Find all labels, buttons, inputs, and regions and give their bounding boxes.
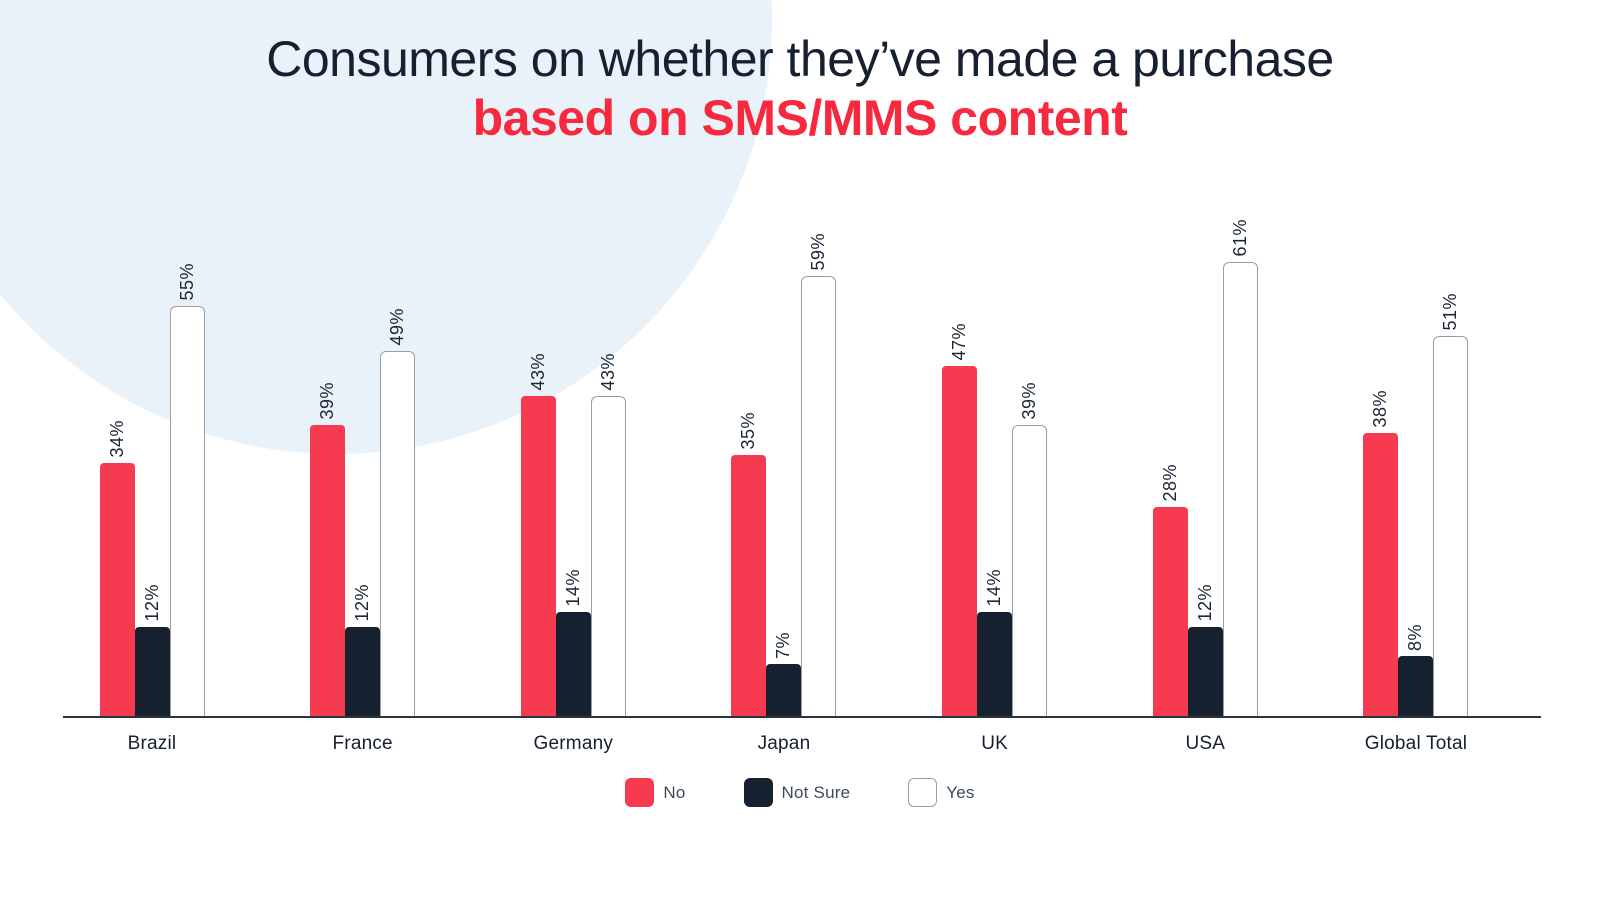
legend-item-not-sure: Not Sure <box>743 778 851 807</box>
bar-group-uk: 47% 14% 39% <box>942 323 1048 716</box>
bar-value-label-usa-no: 28% <box>1159 464 1180 502</box>
chart-header: Consumers on whether they’ve made a purc… <box>0 0 1600 146</box>
bar-germany-no <box>520 396 556 716</box>
bar-cell-germany-yes: 43% <box>590 353 626 716</box>
bar-value-label-uk-not-sure: 14% <box>984 569 1005 607</box>
bar-value-label-usa-not-sure: 12% <box>1194 584 1215 622</box>
bar-value-label-brazil-no: 34% <box>106 420 127 458</box>
chart-legend: No Not Sure Yes <box>0 778 1600 807</box>
legend-item-no: No <box>625 778 685 807</box>
bar-value-label-japan-yes: 59% <box>808 233 829 271</box>
bar-cell-global-total-no: 38% <box>1363 390 1399 716</box>
category-label-global-total: Global Total <box>1364 733 1468 754</box>
bar-cell-france-not-sure: 12% <box>345 584 381 716</box>
category-label-brazil: Brazil <box>127 733 177 754</box>
chart-title-line1: Consumers on whether they’ve made a purc… <box>266 31 1334 87</box>
bar-cell-france-yes: 49% <box>380 308 416 716</box>
bar-usa-not-sure <box>1187 627 1223 716</box>
bar-uk-no <box>942 366 978 716</box>
legend-label-no: No <box>663 782 686 802</box>
bar-uk-not-sure <box>977 612 1013 716</box>
bar-cell-uk-yes: 39% <box>1012 382 1048 716</box>
bar-cell-brazil-no: 34% <box>99 420 135 716</box>
bar-value-label-global-total-not-sure: 8% <box>1405 623 1426 651</box>
bar-group-global-total: 38% 8% 51% <box>1363 293 1469 716</box>
legend-item-yes: Yes <box>908 778 974 807</box>
bar-value-label-japan-no: 35% <box>738 412 759 450</box>
legend-label-not-sure: Not Sure <box>781 782 851 802</box>
bar-value-label-france-no: 39% <box>317 382 338 420</box>
bar-cell-global-total-yes: 51% <box>1433 293 1469 716</box>
bar-japan-not-sure <box>766 664 802 716</box>
legend-swatch-no <box>625 778 655 807</box>
bar-cell-brazil-not-sure: 12% <box>134 584 170 716</box>
bar-value-label-france-not-sure: 12% <box>352 584 373 622</box>
bar-cell-germany-not-sure: 14% <box>555 569 591 716</box>
bar-cell-usa-no: 28% <box>1152 464 1188 716</box>
bar-uk-yes <box>1012 425 1048 716</box>
bar-cell-france-no: 39% <box>310 382 346 716</box>
bar-cell-brazil-yes: 55% <box>169 263 205 716</box>
bar-cell-usa-yes: 61% <box>1222 219 1258 716</box>
bar-group-brazil: 34% 12% 55% <box>99 263 205 716</box>
bar-value-label-brazil-yes: 55% <box>176 263 197 301</box>
bar-germany-not-sure <box>555 612 591 716</box>
legend-swatch-yes <box>908 778 938 807</box>
bar-cell-germany-no: 43% <box>520 353 556 716</box>
bar-group-france: 39% 12% 49% <box>310 308 416 716</box>
bar-france-no <box>310 425 346 716</box>
category-label-germany: Germany <box>533 733 614 754</box>
bar-germany-yes <box>590 396 626 716</box>
bar-value-label-germany-yes: 43% <box>597 353 618 391</box>
category-label-uk: UK <box>981 733 1009 754</box>
bar-cell-japan-yes: 59% <box>801 233 837 716</box>
bar-brazil-yes <box>169 306 205 716</box>
bar-value-label-brazil-not-sure: 12% <box>141 584 162 622</box>
bar-cell-japan-no: 35% <box>731 412 767 716</box>
bar-value-label-global-total-yes: 51% <box>1440 293 1461 331</box>
legend-label-yes: Yes <box>946 782 975 802</box>
bar-brazil-no <box>99 463 135 716</box>
bar-cell-uk-not-sure: 14% <box>977 569 1013 716</box>
bar-japan-no <box>731 455 767 716</box>
x-axis-category-labels: Brazil France Germany Japan UK USA Global Tota… <box>0 733 1600 763</box>
x-axis-line <box>63 716 1541 718</box>
bar-japan-yes <box>801 276 837 716</box>
bar-value-label-germany-not-sure: 14% <box>562 569 583 607</box>
category-label-usa: USA <box>1185 733 1226 754</box>
bar-brazil-not-sure <box>134 627 170 716</box>
bar-cell-global-total-not-sure: 8% <box>1398 623 1434 716</box>
bar-value-label-germany-no: 43% <box>527 353 548 391</box>
category-label-japan: Japan <box>757 733 811 754</box>
bar-cell-uk-no: 47% <box>942 323 978 716</box>
bar-usa-no <box>1152 507 1188 716</box>
bar-group-usa: 28% 12% 61% <box>1152 219 1258 716</box>
bar-global-total-yes <box>1433 336 1469 716</box>
bar-group-japan: 35% 7% 59% <box>731 233 837 716</box>
bar-cell-usa-not-sure: 12% <box>1187 584 1223 716</box>
category-label-france: France <box>332 733 393 754</box>
bar-cell-japan-not-sure: 7% <box>766 631 802 716</box>
bar-value-label-global-total-no: 38% <box>1370 390 1391 428</box>
bar-value-label-uk-yes: 39% <box>1019 382 1040 420</box>
bar-value-label-usa-yes: 61% <box>1229 219 1250 257</box>
bar-global-total-no <box>1363 433 1399 716</box>
bar-france-yes <box>380 351 416 716</box>
bar-value-label-japan-not-sure: 7% <box>773 631 794 659</box>
bar-global-total-not-sure <box>1398 656 1434 716</box>
chart-title-line2: based on SMS/MMS content <box>472 90 1128 146</box>
bar-value-label-france-yes: 49% <box>387 308 408 346</box>
bar-value-label-uk-no: 47% <box>949 323 970 361</box>
bar-usa-yes <box>1222 262 1258 716</box>
bar-group-germany: 43% 14% 43% <box>520 353 626 716</box>
legend-swatch-not-sure <box>743 778 773 807</box>
bar-france-not-sure <box>345 627 381 716</box>
